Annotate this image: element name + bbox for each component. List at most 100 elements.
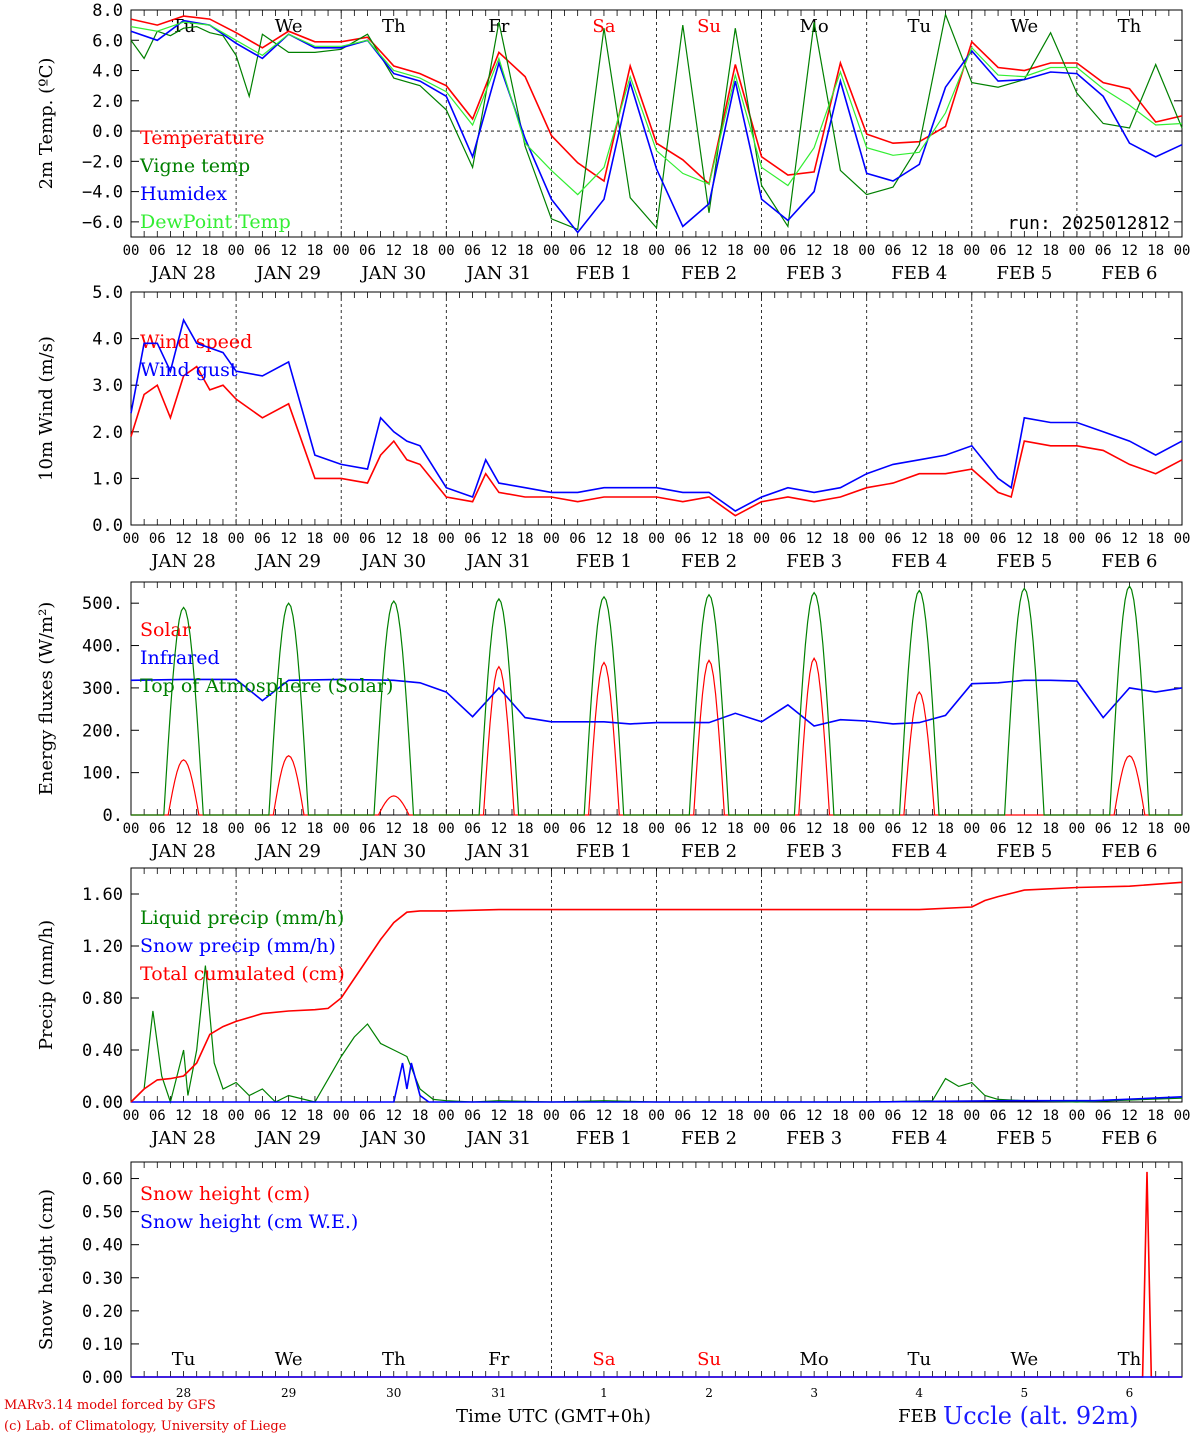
date-label: FEB 3 (786, 1128, 842, 1149)
date-label: FEB 1 (576, 551, 632, 572)
date-label: JAN 30 (359, 551, 426, 572)
hour-label: 18 (937, 821, 954, 837)
hour-label: 18 (201, 821, 218, 837)
legend-liquid-precip-mm-h-: Liquid precip (mm/h) (140, 907, 344, 929)
hour-label: 12 (490, 531, 507, 547)
hour-label: 12 (385, 821, 402, 837)
hour-label: 06 (149, 821, 166, 837)
weekday-label: Mo (800, 1349, 829, 1370)
hour-label: 00 (333, 531, 350, 547)
date-label: FEB 1 (576, 1128, 632, 1149)
month-label: FEB (898, 1406, 937, 1427)
hour-label: 00 (333, 1108, 350, 1124)
y-tick-label: 8.0 (92, 1, 123, 21)
legend-infrared: Infrared (140, 647, 220, 669)
date-label: JAN 31 (465, 263, 532, 284)
hour-label: 06 (885, 243, 902, 259)
hour-label: 06 (464, 531, 481, 547)
date-label: FEB 4 (891, 1128, 947, 1149)
y-tick-label: 200. (82, 721, 123, 741)
y-tick-label: 0.40 (82, 1041, 123, 1061)
hour-label: 00 (228, 243, 245, 259)
hour-label: 00 (543, 821, 560, 837)
hour-label: 18 (622, 243, 639, 259)
date-label: JAN 31 (465, 841, 532, 862)
hour-label: 06 (885, 821, 902, 837)
y-tick-label: −6.0 (82, 213, 123, 233)
hour-label: 12 (806, 243, 823, 259)
date-label: FEB 6 (1101, 551, 1157, 572)
hour-label: 18 (727, 243, 744, 259)
hour-label: 00 (858, 821, 875, 837)
hour-label: 06 (1095, 1108, 1112, 1124)
weekday-label: We (275, 1349, 303, 1370)
date-label: FEB 5 (996, 263, 1052, 284)
date-label: FEB 6 (1101, 1128, 1157, 1149)
y-tick-label: 0.50 (82, 1203, 123, 1223)
hour-label: 00 (543, 1108, 560, 1124)
y-axis-label: Energy fluxes (W/m²) (36, 602, 57, 796)
y-tick-label: 0.80 (82, 989, 123, 1009)
date-label: JAN 28 (149, 841, 216, 862)
date-label: FEB 2 (681, 841, 737, 862)
y-tick-label: 0.40 (82, 1236, 123, 1256)
hour-label: 06 (674, 1108, 691, 1124)
weekday-label: Th (382, 1349, 406, 1370)
hour-label: 18 (201, 531, 218, 547)
y-tick-label: 2.0 (92, 92, 123, 112)
x-axis-title: Time UTC (GMT+0h) (456, 1406, 651, 1427)
hour-label: 00 (228, 531, 245, 547)
hour-label: 06 (254, 531, 271, 547)
date-label: FEB 4 (891, 551, 947, 572)
y-axis-label: 10m Wind (m/s) (36, 336, 57, 481)
hour-label: 12 (1016, 531, 1033, 547)
weekday-label: Th (382, 16, 406, 37)
legend-temperature: Temperature (140, 127, 264, 149)
hour-label: 00 (333, 243, 350, 259)
hour-label: 06 (990, 531, 1007, 547)
hour-label: 06 (674, 531, 691, 547)
y-tick-label: 0.00 (82, 1368, 123, 1388)
series-line-top-of-atmosphere-solar- (131, 585, 1182, 816)
day-number: 31 (491, 1386, 506, 1400)
hour-label: 12 (1121, 1108, 1138, 1124)
hour-label: 12 (175, 243, 192, 259)
y-tick-label: 400. (82, 637, 123, 657)
weekday-label: Mo (800, 16, 829, 37)
date-label: JAN 30 (359, 263, 426, 284)
day-number: 4 (915, 1386, 923, 1400)
date-label: JAN 30 (359, 841, 426, 862)
hour-label: 00 (123, 243, 140, 259)
date-label: FEB 6 (1101, 263, 1157, 284)
hour-label: 06 (254, 1108, 271, 1124)
y-tick-label: 0.20 (82, 1302, 123, 1322)
hour-label: 18 (832, 821, 849, 837)
y-tick-label: 4.0 (92, 330, 123, 350)
weekday-label: Su (697, 16, 721, 37)
date-label: FEB 1 (576, 263, 632, 284)
hour-label: 18 (1042, 243, 1059, 259)
weekday-label: Sa (592, 16, 615, 37)
day-number: 3 (810, 1386, 818, 1400)
run-annotation: run: 2025012812 (1007, 213, 1170, 234)
date-label: FEB 4 (891, 841, 947, 862)
hour-label: 12 (490, 1108, 507, 1124)
hour-label: 18 (622, 821, 639, 837)
hour-label: 00 (753, 243, 770, 259)
hour-label: 12 (596, 531, 613, 547)
hour-label: 00 (858, 243, 875, 259)
series-line-solar (131, 657, 1182, 816)
hour-label: 12 (280, 1108, 297, 1124)
series-line-dewpoint-temp (130, 21, 1183, 196)
hour-label: 12 (385, 1108, 402, 1124)
hour-label: 00 (438, 531, 455, 547)
hour-label: 18 (412, 821, 429, 837)
day-number: 5 (1021, 1386, 1029, 1400)
hour-label: 00 (648, 1108, 665, 1124)
lab-credit: (c) Lab. of Climatology, University of L… (4, 1419, 287, 1434)
hour-label: 00 (438, 243, 455, 259)
hour-label: 06 (990, 1108, 1007, 1124)
weekday-label: Su (697, 1349, 721, 1370)
date-label: FEB 3 (786, 263, 842, 284)
